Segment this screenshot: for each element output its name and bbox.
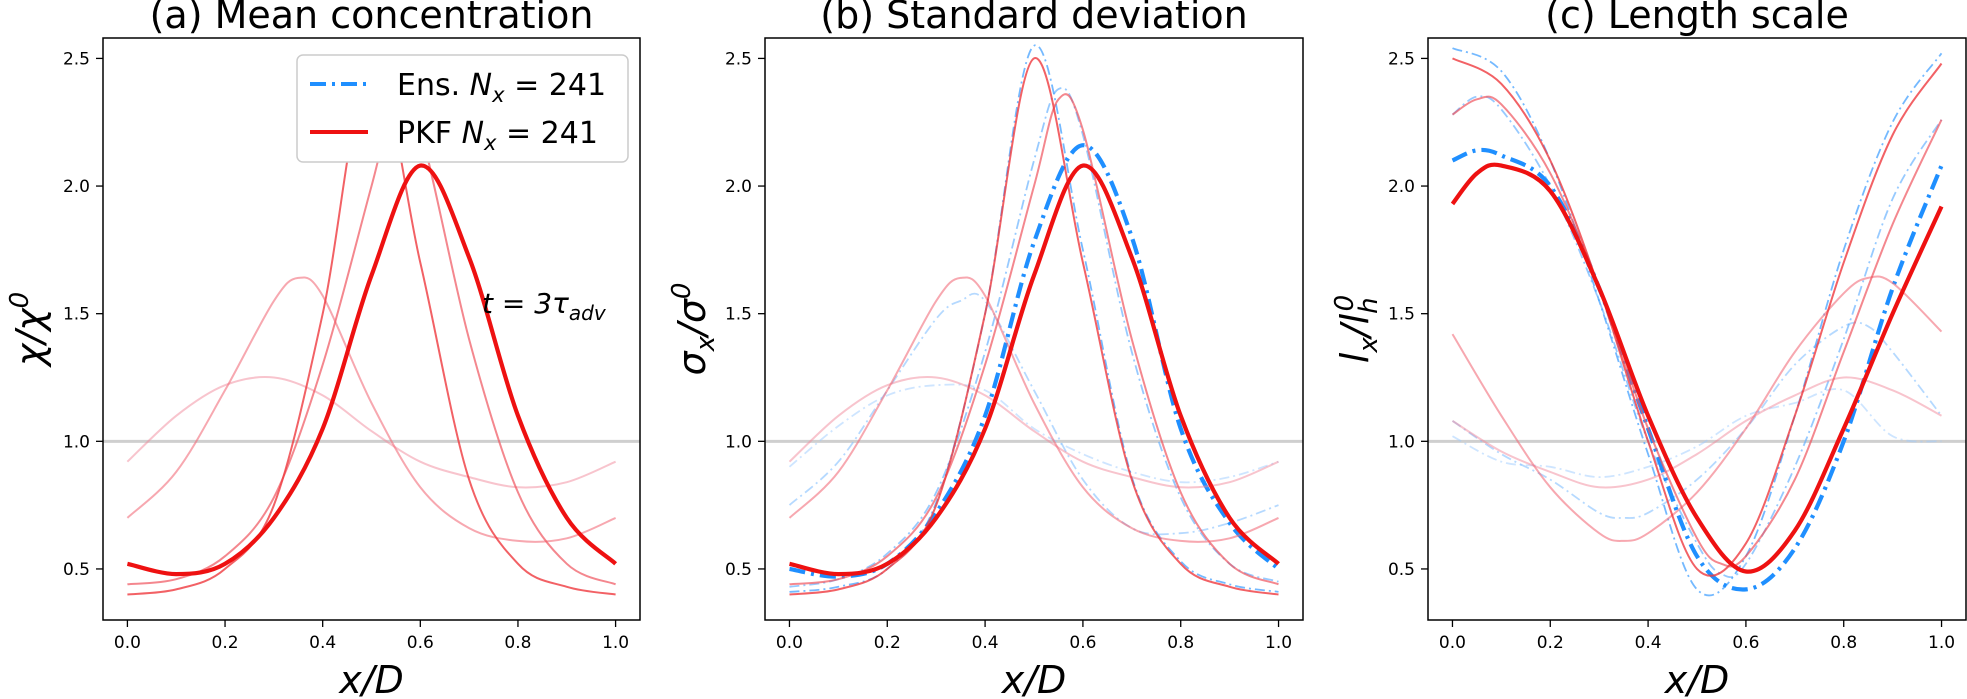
x-tick-label: 0.2: [874, 633, 901, 653]
pkf-line-2: [126, 276, 616, 543]
x-axis-label: x/D: [1001, 658, 1067, 699]
pkf-line-3: [127, 93, 616, 586]
y-tick-label: 1.0: [1388, 432, 1415, 452]
x-tick-label: 0.8: [1167, 633, 1194, 653]
y-tick-label: 1.5: [725, 305, 752, 325]
chart-panel-1: 0.0 0.2 0.4 0.6 0.8 1.0 0.5 1.0 1.5 2.0 2.5 (a) Mea…: [5, 0, 641, 699]
pkf-line-3: [789, 93, 1279, 586]
chart-title: (b) Standard deviation: [820, 0, 1247, 37]
ens-line-4: [1452, 47, 1943, 597]
chart-panel-2: 0.0 0.2 0.4 0.6 0.8 1.0 0.5 1.0 1.5 2.0 2.5 (b) Sta…: [667, 0, 1304, 699]
pkf-line-1: [126, 376, 616, 489]
pkf-line-3: [1451, 95, 1943, 568]
ens-line-2: [788, 292, 1279, 536]
ens-line-3: [1451, 95, 1943, 578]
y-tick-label: 0.5: [63, 560, 90, 580]
x-tick-label: 0.0: [114, 633, 141, 653]
y-tick-label: 2.0: [1388, 177, 1415, 197]
pkf-line-2: [788, 276, 1279, 543]
x-tick-label: 0.6: [1069, 633, 1096, 653]
legend: Ens. Nx = 241 PKF Nx = 241: [296, 54, 629, 163]
x-tick-label: 0.0: [1439, 633, 1466, 653]
ens-line-2: [1451, 321, 1943, 519]
x-axis-label: x/D: [338, 658, 404, 699]
y-tick-label: 2.5: [725, 49, 752, 69]
chart-title: (a) Mean concentration: [150, 0, 594, 37]
y-tick-label: 2.5: [1388, 49, 1415, 69]
pkf-line-5: [1450, 162, 1944, 574]
pkf-line-5: [789, 163, 1280, 577]
x-tick-label: 0.6: [407, 633, 434, 653]
chart-title: (c) Length scale: [1545, 0, 1849, 37]
x-tick-label: 1.0: [1265, 633, 1292, 653]
ens-line-1: [788, 383, 1279, 484]
ens-line-5: [789, 143, 1280, 579]
curves: [1450, 47, 1944, 597]
axes-frame: [764, 37, 1304, 621]
pkf-line-1: [1451, 376, 1942, 489]
pkf-line-4: [1452, 57, 1943, 577]
y-tick-label: 1.5: [63, 305, 90, 325]
ens-line-3: [789, 87, 1279, 588]
y-tick-label: 1.0: [63, 432, 90, 452]
x-tick-label: 0.8: [504, 633, 531, 653]
y-tick-label: 1.5: [1388, 305, 1415, 325]
x-tick-label: 0.4: [972, 633, 999, 653]
ens-line-4: [789, 44, 1279, 593]
y-axis-label: χ/χ0: [5, 292, 52, 368]
x-tick-label: 0.6: [1732, 633, 1759, 653]
pkf-line-1: [788, 376, 1279, 489]
x-axis-label: x/D: [1664, 658, 1730, 699]
x-tick-label: 0.0: [776, 633, 803, 653]
x-tick-label: 0.4: [309, 633, 336, 653]
x-tick-label: 0.8: [1830, 633, 1857, 653]
ens-line-1: [1452, 388, 1942, 479]
x-tick-label: 1.0: [1928, 633, 1955, 653]
axes-frame: [102, 37, 641, 621]
curves: [788, 44, 1280, 596]
y-tick-label: 2.0: [63, 177, 90, 197]
pkf-line-2: [1451, 275, 1943, 542]
y-axis-label: σx/σ0: [667, 283, 721, 376]
x-tick-label: 0.2: [1537, 633, 1564, 653]
time-annotation: t = 3τadv: [482, 287, 607, 325]
y-tick-label: 2.0: [725, 177, 752, 197]
chart-panel-3: 0.0 0.2 0.4 0.6 0.8 1.0 0.5 1.0 1.5 2.0 2.5 (c) Len…: [1330, 0, 1967, 699]
pkf-line-4: [789, 57, 1279, 596]
pkf-line-5: [126, 163, 618, 577]
axes-frame: [1427, 37, 1967, 621]
x-tick-label: 0.4: [1635, 633, 1662, 653]
x-tick-label: 0.2: [212, 633, 239, 653]
legend-label-1: Ens. Nx = 241: [397, 68, 606, 107]
y-axis-label: lx/lh0: [1330, 295, 1384, 363]
y-tick-label: 0.5: [1388, 560, 1415, 580]
y-tick-label: 1.0: [725, 432, 752, 452]
legend-label-2: PKF Nx = 241: [397, 116, 598, 155]
y-tick-label: 0.5: [725, 560, 752, 580]
y-tick-label: 2.5: [63, 49, 90, 69]
x-tick-label: 1.0: [602, 633, 629, 653]
